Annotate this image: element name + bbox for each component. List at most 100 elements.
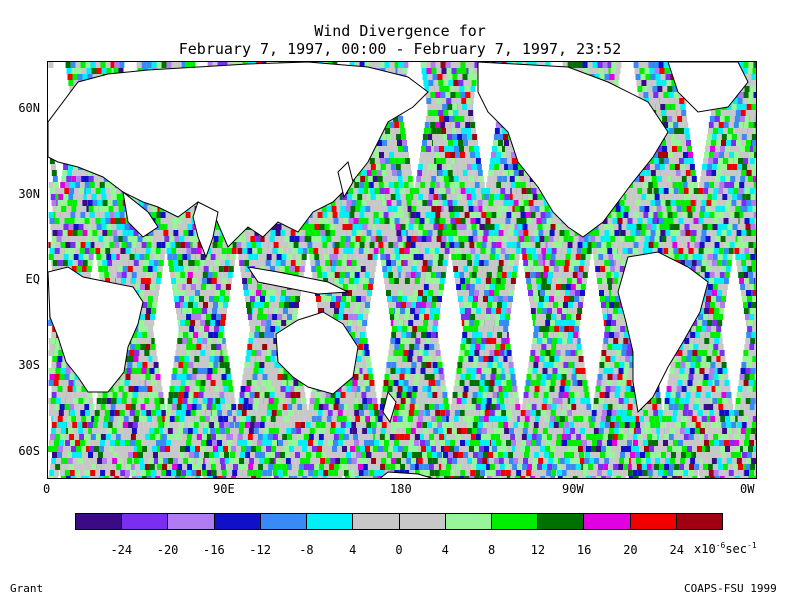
swath-pixel <box>100 188 106 194</box>
swath-pixel <box>106 464 112 470</box>
swath-pixel <box>271 464 277 470</box>
swath-pixel <box>138 386 144 392</box>
swath-pixel <box>278 440 283 446</box>
swath-pixel <box>132 446 137 452</box>
map-title: Wind Divergence for <box>314 22 486 40</box>
swath-pixel <box>303 242 309 248</box>
swath-pixel <box>177 428 183 434</box>
swath-pixel <box>85 212 91 218</box>
swath-pixel <box>117 200 123 206</box>
swath-pixel <box>73 428 79 434</box>
swath-pixel <box>749 218 755 224</box>
swath-pixel <box>114 242 120 248</box>
swath-pixel <box>196 344 202 350</box>
swath-pixel <box>206 344 212 350</box>
swath-pixel <box>280 452 285 458</box>
swath-pixel <box>68 254 74 260</box>
swath-pixel <box>282 470 288 476</box>
swath-pixel <box>61 176 67 182</box>
swath-pixel <box>735 398 741 404</box>
swath-pixel <box>215 290 220 296</box>
swath-pixel <box>157 416 163 422</box>
swath-pixel <box>105 62 111 68</box>
swath-pixel <box>264 266 270 272</box>
swath-pixel <box>753 290 756 296</box>
swath-pixel <box>80 182 86 188</box>
swath-pixel <box>287 374 293 380</box>
swath-pixel <box>142 416 148 422</box>
swath-pixel <box>136 338 142 344</box>
swath-pixel <box>99 242 105 248</box>
swath-pixel <box>255 326 261 332</box>
swath-pixel <box>186 218 192 224</box>
swath-pixel <box>257 344 263 350</box>
swath-pixel <box>93 416 99 422</box>
swath-pixel <box>135 278 141 284</box>
map-frame <box>47 61 757 479</box>
swath-pixel <box>95 62 101 68</box>
swath-pixel <box>741 200 747 206</box>
swath-pixel <box>73 464 79 470</box>
swath-pixel <box>161 62 167 68</box>
swath-pixel <box>747 206 753 212</box>
swath-pixel <box>251 380 257 386</box>
swath-pixel <box>73 398 79 404</box>
swath-pixel <box>747 452 752 458</box>
swath-pixel <box>104 272 110 278</box>
swath-pixel <box>126 272 132 278</box>
swath-pixel <box>745 338 751 344</box>
swath-pixel <box>180 476 186 478</box>
swath-pixel <box>61 422 67 428</box>
swath-pixel <box>227 410 233 416</box>
swath-pixel <box>123 230 129 236</box>
swath-pixel <box>251 320 257 326</box>
swath-pixel <box>247 440 252 446</box>
swath-pixel <box>143 356 149 362</box>
swath-pixel <box>148 260 154 266</box>
swath-pixel <box>94 410 100 416</box>
swath-pixel <box>77 170 83 176</box>
swath-pixel <box>146 308 152 314</box>
swath-pixel <box>290 392 296 398</box>
swath-pixel <box>207 62 213 68</box>
swath-pixel <box>249 392 255 398</box>
swath-pixel <box>67 458 73 464</box>
swath-pixel <box>86 446 91 452</box>
swath-pixel <box>737 416 743 422</box>
swath-pixel <box>239 260 245 266</box>
swath-pixel <box>188 230 194 236</box>
swath-pixel <box>281 428 287 434</box>
swath-pixel <box>114 212 120 218</box>
swath-pixel <box>179 452 184 458</box>
swath-pixel <box>204 326 210 332</box>
swath-pixel <box>207 398 213 404</box>
swath-pixel <box>55 428 61 434</box>
swath-pixel <box>215 368 221 374</box>
swath-pixel <box>120 404 126 410</box>
swath-pixel <box>299 446 304 452</box>
swath-pixel <box>133 458 139 464</box>
swath-pixel <box>88 452 93 458</box>
swath-pixel <box>204 386 210 392</box>
swath-pixel <box>166 470 172 476</box>
swath-pixel <box>754 470 756 476</box>
swath-pixel <box>60 476 66 478</box>
swath-pixel <box>139 380 145 386</box>
swath-pixel <box>213 302 218 308</box>
swath-pixel <box>755 254 756 260</box>
swath-pixel <box>267 434 273 440</box>
swath-pixel <box>222 380 228 386</box>
swath-pixel <box>226 374 232 380</box>
swath-pixel <box>176 314 182 320</box>
swath-pixel <box>123 260 129 266</box>
swath-pixel <box>186 248 192 254</box>
swath-pixel <box>230 254 236 260</box>
swath-pixel <box>130 374 136 380</box>
swath-pixel <box>288 308 294 314</box>
swath-pixel <box>90 410 96 416</box>
swath-pixel <box>210 320 216 326</box>
swath-pixel <box>190 212 196 218</box>
swath-pixel <box>200 350 206 356</box>
swath-pixel <box>86 266 92 272</box>
swath-pixel <box>103 452 108 458</box>
